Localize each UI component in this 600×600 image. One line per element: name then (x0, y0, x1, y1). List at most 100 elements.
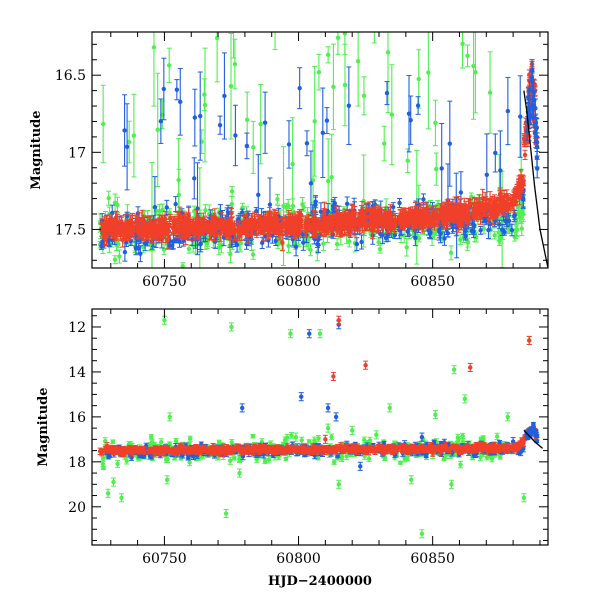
series-1-point (174, 79, 180, 101)
series-2-point (167, 448, 173, 453)
y-tick-label: 16 (68, 410, 86, 426)
series-2-point (217, 219, 223, 230)
series-0-point (116, 249, 122, 264)
flare-point (533, 429, 539, 434)
x-tick-label: 60800 (276, 551, 321, 567)
series-0-outlier (110, 477, 116, 487)
series-2-point (317, 445, 323, 452)
series-0-point (250, 434, 256, 439)
series-2-point (498, 197, 504, 211)
series-0-point (355, 32, 361, 107)
series-0-point (274, 193, 280, 205)
series-0-point (460, 432, 466, 440)
series-2-point (400, 446, 406, 451)
series-0-point (180, 262, 186, 268)
y-tick-label: 20 (68, 500, 86, 516)
series-1-point (505, 76, 511, 146)
data-points (97, 315, 544, 539)
series-0-point (432, 99, 438, 147)
series-0-point (385, 32, 391, 114)
series-1-point (192, 88, 198, 147)
flare-point (522, 149, 528, 161)
series-0-point (315, 456, 321, 461)
series-2-point (483, 199, 489, 217)
series-2-point (296, 220, 302, 235)
series-1-point (423, 453, 429, 459)
series-2-outlier (322, 434, 328, 444)
series-2-point (461, 445, 467, 454)
series-1-point (492, 133, 498, 173)
series-0-point (229, 185, 235, 197)
x-axis-title: HJD−2400000 (268, 574, 372, 589)
top-panel: 60750 60800 60850 16.5 17 17.5 Magnitude (29, 0, 549, 290)
series-2-point (102, 446, 108, 452)
series-0-outlier (237, 468, 243, 478)
series-0-point (481, 222, 487, 235)
series-1-point (320, 87, 326, 178)
series-2-point (466, 448, 472, 454)
series-2-point (128, 445, 134, 451)
series-0-point (165, 455, 171, 463)
series-0-point (460, 32, 466, 69)
series-1-point (191, 157, 197, 200)
series-0-point (507, 0, 512, 31)
flare-point (534, 158, 540, 179)
y-tick-label: 12 (68, 320, 86, 336)
flare-point (530, 421, 536, 427)
series-2-point (452, 196, 458, 213)
series-2-point (392, 212, 398, 226)
series-0-point (316, 53, 322, 91)
series-0-outlier (228, 322, 234, 332)
series-2-point (490, 200, 496, 213)
series-2-point (107, 224, 113, 233)
series-2-point (211, 228, 217, 242)
series-2-point (267, 206, 273, 219)
series-1-outlier (239, 403, 245, 413)
series-2-point (382, 212, 388, 226)
series-0-point (250, 120, 256, 174)
series-1-point (359, 234, 365, 250)
series-2-point (270, 445, 276, 454)
series-0-outlier (387, 403, 393, 413)
series-0-outlier (325, 423, 331, 433)
series-2-point (174, 211, 180, 228)
series-0-point (231, 456, 237, 461)
series-2-point (241, 225, 247, 236)
series-0-point (131, 93, 137, 178)
series-2-point (255, 214, 261, 230)
series-0-outlier (451, 365, 457, 375)
series-2-point (456, 208, 462, 223)
series-1-point (164, 199, 170, 216)
series-2-point (488, 209, 494, 219)
series-2-point (226, 221, 232, 231)
series-2-point (272, 209, 278, 223)
series-2-point (293, 228, 299, 236)
series-0-point (330, 43, 336, 131)
series-2-point (115, 446, 121, 452)
series-2-point (193, 446, 199, 452)
bottom-panel: 60750 60800 60850 12 14 16 18 20 Magnitude HJD−24… (36, 308, 549, 589)
series-0-point (126, 120, 132, 164)
series-1-point (122, 94, 128, 167)
series-2-point (247, 221, 253, 236)
y-axis-title: Magnitude (36, 387, 51, 466)
series-2-point (376, 210, 382, 222)
series-2-point (368, 218, 374, 227)
series-0-outlier (287, 329, 293, 339)
series-0-outlier (448, 479, 454, 489)
series-2-point (179, 443, 185, 451)
series-1-point (244, 132, 250, 160)
y-tick-label: 14 (68, 365, 86, 381)
series-0-point (228, 32, 234, 140)
series-2-point (166, 219, 172, 233)
series-1-point (167, 234, 173, 248)
flare-point (528, 432, 534, 437)
series-0-point (166, 47, 172, 83)
series-2-point (156, 446, 162, 455)
series-2-point (149, 223, 155, 244)
series-2-point (133, 215, 139, 230)
series-0-point (376, 238, 382, 246)
series-0-point (329, 433, 335, 441)
series-0-point (272, 32, 278, 51)
series-2-point (445, 198, 451, 213)
